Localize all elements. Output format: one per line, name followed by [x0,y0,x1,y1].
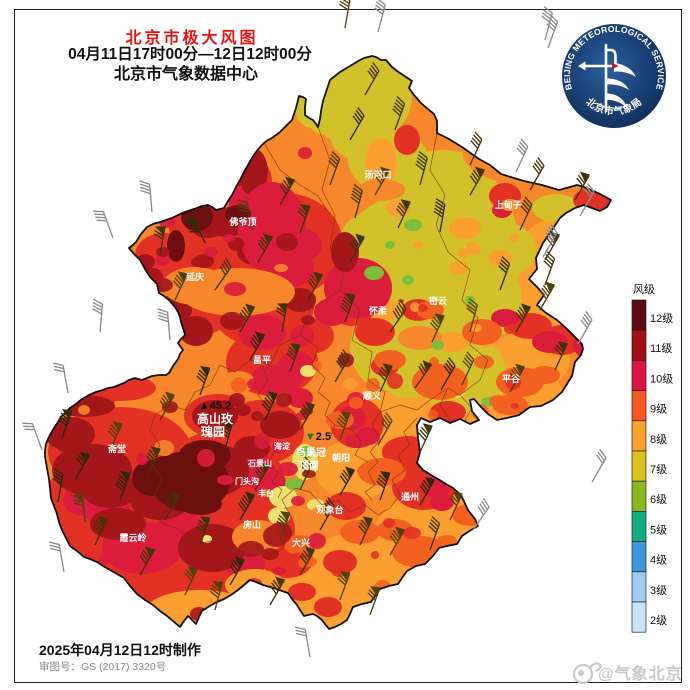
svg-text:▼2.5: ▼2.5 [305,431,331,443]
svg-text:延庆: 延庆 [185,271,204,282]
svg-text:昌平: 昌平 [253,355,271,365]
svg-text:9级: 9级 [650,403,667,416]
svg-text:怀柔: 怀柔 [369,305,388,316]
svg-text:7级: 7级 [650,463,667,476]
svg-text:顺义: 顺义 [363,390,382,401]
svg-text:佛爷顶: 佛爷顶 [228,216,256,227]
svg-text:6级: 6级 [650,493,667,506]
svg-text:顶南: 顶南 [299,459,319,472]
svg-text:密云: 密云 [428,295,447,306]
svg-text:观象台: 观象台 [316,504,343,515]
svg-text:鸟巢冠: 鸟巢冠 [296,446,326,459]
svg-text:大兴: 大兴 [292,537,310,548]
svg-text:上甸子: 上甸子 [494,199,521,210]
svg-text:风级: 风级 [633,283,655,296]
svg-text:@气象北京: @气象北京 [598,664,683,683]
svg-text:4级: 4级 [650,554,667,567]
svg-text:石景山: 石景山 [247,458,272,468]
svg-text:丰台: 丰台 [258,488,274,498]
svg-text:高山玫: 高山玫 [197,411,234,426]
svg-text:11级: 11级 [650,342,672,355]
svg-text:5级: 5级 [650,523,667,536]
svg-text:汤河口: 汤河口 [364,169,391,180]
svg-text:▲45.2: ▲45.2 [199,400,231,412]
svg-text:12级: 12级 [650,312,673,325]
svg-text:门头沟: 门头沟 [235,476,259,486]
svg-text:斋堂: 斋堂 [107,443,126,454]
svg-text:瑰园: 瑰园 [201,424,225,439]
svg-text:霞云岭: 霞云岭 [119,532,146,543]
svg-text:房山: 房山 [243,519,261,530]
svg-text:10级: 10级 [650,372,673,385]
svg-text:平谷: 平谷 [502,373,521,384]
svg-text:3级: 3级 [650,584,667,597]
svg-text:通州: 通州 [401,491,419,502]
svg-text:8级: 8级 [650,433,667,446]
svg-text:朝阳: 朝阳 [332,452,350,463]
svg-text:海淀: 海淀 [274,441,291,451]
svg-text:2级: 2级 [650,614,667,627]
